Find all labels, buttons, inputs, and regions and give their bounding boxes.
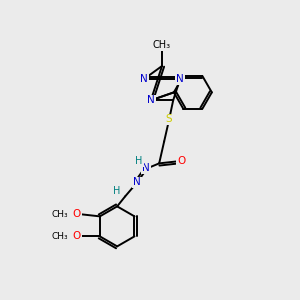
Text: CH₃: CH₃ bbox=[51, 210, 68, 219]
Text: O: O bbox=[177, 156, 185, 167]
Text: CH₃: CH₃ bbox=[51, 232, 68, 241]
Text: H: H bbox=[113, 186, 121, 197]
Text: O: O bbox=[73, 209, 81, 219]
Text: CH₃: CH₃ bbox=[153, 40, 171, 50]
Text: N: N bbox=[176, 74, 184, 84]
Text: N: N bbox=[147, 95, 155, 105]
Text: O: O bbox=[73, 231, 81, 242]
Text: N: N bbox=[140, 74, 148, 84]
Text: H: H bbox=[136, 156, 143, 167]
Text: N: N bbox=[142, 164, 150, 173]
Text: S: S bbox=[166, 114, 172, 124]
Text: N: N bbox=[133, 177, 141, 188]
